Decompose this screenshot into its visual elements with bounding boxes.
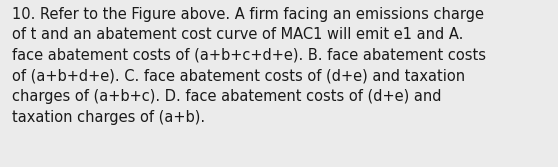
Text: 10. Refer to the Figure above. A firm facing an emissions charge
of t and an aba: 10. Refer to the Figure above. A firm fa… xyxy=(12,7,486,125)
